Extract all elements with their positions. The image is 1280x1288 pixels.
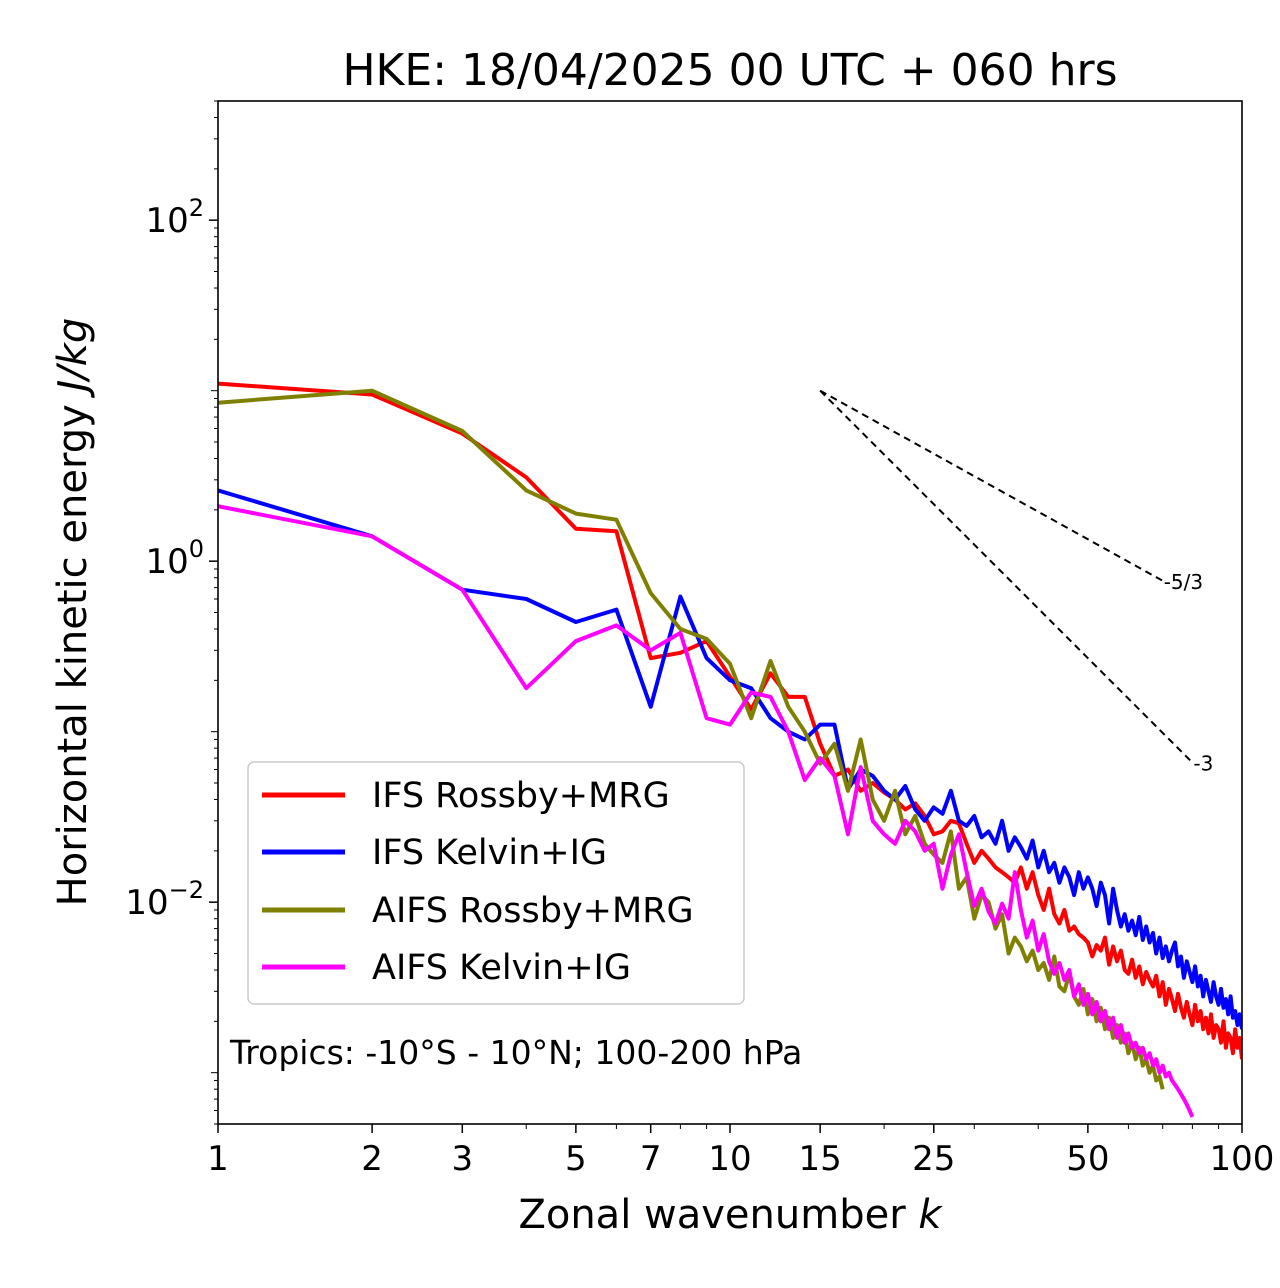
- x-tick-label: 3: [451, 1139, 473, 1179]
- legend: IFS Rossby+MRG IFS Kelvin+IG AIFS Rossby…: [247, 761, 745, 1005]
- reference-slope-layer: -5/3 -3: [819, 389, 1213, 776]
- y-tick-label: 102: [145, 194, 204, 241]
- reference-slope-line-0: [819, 389, 1164, 582]
- y-tick-label: 10−2: [125, 876, 204, 923]
- y-tick-label: 100: [145, 535, 204, 582]
- region-annotation: Tropics: -10°S - 10°N; 100-200 hPa: [229, 1033, 802, 1072]
- x-tick-label: 2: [361, 1139, 383, 1179]
- reference-slope-label-0: -5/3: [1164, 570, 1203, 594]
- chart-title: HKE: 18/04/2025 00 UTC + 060 hrs: [342, 45, 1117, 96]
- legend-label-ifs-kelvin: IFS Kelvin+IG: [372, 833, 607, 873]
- plot-frame: [217, 100, 1243, 1125]
- x-axis-label: Zonal wavenumber k: [518, 1192, 943, 1238]
- x-tick-label: 100: [1210, 1139, 1275, 1179]
- series-layer: [218, 381, 1242, 1118]
- series-line-1: [218, 488, 1242, 1030]
- x-tick-label: 50: [1066, 1139, 1109, 1179]
- x-tick-label: 7: [640, 1139, 662, 1179]
- x-tick-label: 25: [912, 1139, 955, 1179]
- y-axis-label: Horizontal kinetic energy J/kg: [50, 318, 96, 907]
- legend-label-ifs-rossby: IFS Rossby+MRG: [372, 776, 670, 816]
- reference-slope-label-1: -3: [1193, 752, 1213, 776]
- axis-ticks: 1 2 3 5 7 10 15 25 50 100 10−2 100 102: [125, 100, 1275, 1179]
- legend-label-aifs-rossby: AIFS Rossby+MRG: [372, 891, 694, 931]
- reference-slope-line-1: [819, 389, 1194, 764]
- x-tick-label: 5: [565, 1139, 587, 1179]
- x-tick-label: 15: [799, 1139, 842, 1179]
- legend-label-aifs-kelvin: AIFS Kelvin+IG: [372, 948, 631, 988]
- x-tick-label: 10: [708, 1139, 751, 1179]
- x-tick-label: 1: [207, 1139, 229, 1179]
- series-line-3: [218, 504, 1195, 1118]
- legend-box: [247, 761, 745, 1005]
